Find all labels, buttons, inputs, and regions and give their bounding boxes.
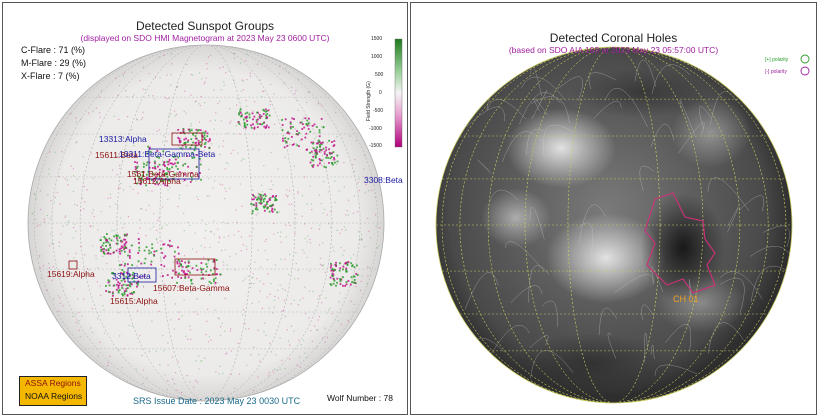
group-label: 15612:Alpha xyxy=(133,176,181,186)
positive-polarity-label: [+] polarity xyxy=(765,57,789,63)
legend-assa: ASSA Regions xyxy=(25,378,81,388)
group-label: 1561 Beta-Gamma xyxy=(127,169,199,179)
group-label: 15607:Beta-Gamma xyxy=(153,283,230,293)
euv-structure xyxy=(464,54,792,393)
magnetogram-speckle xyxy=(31,52,381,394)
colorbar-tick: 1000 xyxy=(371,54,383,60)
group-label: 13313:Alpha xyxy=(99,134,147,144)
active-region-patches xyxy=(99,108,359,297)
m-flare-probability: M-Flare : 29 (%) xyxy=(21,58,87,68)
field-colorbar xyxy=(394,38,403,148)
limb-outline xyxy=(435,46,793,404)
srs-issue-date: SRS Issue Date : 2023 May 23 0030 UTC xyxy=(133,396,301,406)
region-box xyxy=(68,260,78,270)
negative-polarity-label: [-] polarity xyxy=(765,69,787,75)
coronal-subtitle: (based on SDO AIA 193 at 2023 May 23 05:… xyxy=(508,45,719,55)
coronal-hole-panel: Detected Coronal Holes (based on SDO AIA… xyxy=(410,2,817,415)
lat-lon-grid xyxy=(28,45,384,401)
sunspot-subtitle: (displayed on SDO HMI Magnetogram at 202… xyxy=(80,33,330,43)
negative-polarity-marker xyxy=(800,66,810,76)
coronal-disk-figure xyxy=(435,46,810,404)
group-label: 15611:Beta xyxy=(95,150,138,160)
coronal-hole-label: CH 01 xyxy=(673,294,699,304)
sunspot-title: Detected Sunspot Groups xyxy=(135,19,275,33)
x-flare-probability: X-Flare : 7 (%) xyxy=(21,71,80,81)
group-label: 15615:Alpha xyxy=(110,296,158,306)
coronal-hole-outline xyxy=(644,192,716,294)
colorbar-tick: -1000 xyxy=(369,126,382,132)
group-label: 13311:Beta-Gamma-Beta xyxy=(119,149,216,159)
colorbar-tick: 500 xyxy=(375,72,384,78)
region-legend: ASSA Regions NOAA Regions xyxy=(19,376,87,406)
colorbar-tick: 1500 xyxy=(371,36,383,42)
group-label: 3312:Beta xyxy=(112,271,151,281)
region-box xyxy=(148,148,200,180)
c-flare-probability: C-Flare : 71 (%) xyxy=(21,45,86,55)
sunspot-panel: Detected Sunspot Groups (displayed on SD… xyxy=(2,2,408,415)
positive-polarity-marker xyxy=(800,54,810,64)
coronal-title: Detected Coronal Holes xyxy=(549,31,678,45)
colorbar-label: Field Strength (G) xyxy=(366,81,372,121)
wolf-number: Wolf Number : 78 xyxy=(327,393,393,403)
legend-noaa: NOAA Regions xyxy=(25,391,83,401)
region-box xyxy=(127,267,157,283)
sunspot-disk-figure xyxy=(27,38,403,402)
region-box xyxy=(171,132,203,146)
region-box xyxy=(174,258,216,276)
colorbar-tick: -500 xyxy=(373,108,384,114)
group-label: 3308:Beta xyxy=(364,175,403,185)
colorbar-tick: -1500 xyxy=(369,143,382,149)
group-label: 15619:Alpha xyxy=(47,269,95,279)
colorbar-tick: 0 xyxy=(379,90,382,96)
